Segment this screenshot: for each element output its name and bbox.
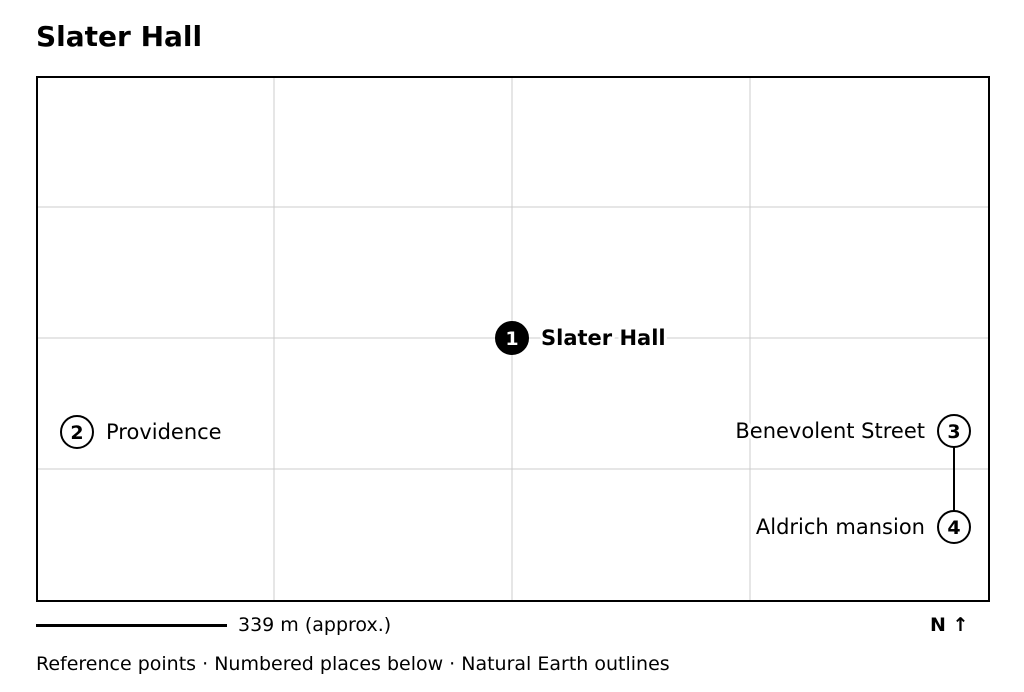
place-number: 1 bbox=[505, 328, 518, 350]
place-label: Benevolent Street bbox=[735, 419, 925, 443]
place-marker-icon[interactable] bbox=[937, 414, 971, 448]
place-number: 3 bbox=[947, 421, 960, 443]
place-marker-icon[interactable] bbox=[60, 415, 94, 449]
place-1[interactable]: Slater Hall 1 bbox=[495, 321, 669, 355]
place-number: 4 bbox=[947, 517, 960, 539]
place-label: Aldrich mansion bbox=[756, 515, 925, 539]
map-title: Slater Hall bbox=[36, 20, 203, 53]
map-border bbox=[36, 76, 990, 602]
place-3[interactable]: Benevolent Street 3 bbox=[732, 414, 971, 448]
place-marker-icon[interactable] bbox=[937, 510, 971, 544]
places-layer: Slater Hall 1 Providence 2 Benevolent Street… bbox=[60, 321, 971, 544]
footer-note: Reference points · Numbered places below… bbox=[36, 653, 670, 675]
north-arrow-icon: N ↑ bbox=[930, 614, 969, 636]
place-4[interactable]: Aldrich mansion 4 bbox=[753, 510, 971, 544]
map-frame[interactable]: Slater Hall 1 Providence 2 Benevolent Street… bbox=[36, 76, 990, 602]
place-label: Slater Hall bbox=[541, 326, 666, 350]
scale-bar bbox=[36, 624, 227, 627]
place-label: Providence bbox=[106, 420, 222, 444]
place-2[interactable]: Providence 2 bbox=[60, 415, 225, 449]
place-marker-icon[interactable] bbox=[495, 321, 529, 355]
scale-label: 339 m (approx.) bbox=[238, 614, 392, 636]
place-number: 2 bbox=[70, 422, 83, 444]
